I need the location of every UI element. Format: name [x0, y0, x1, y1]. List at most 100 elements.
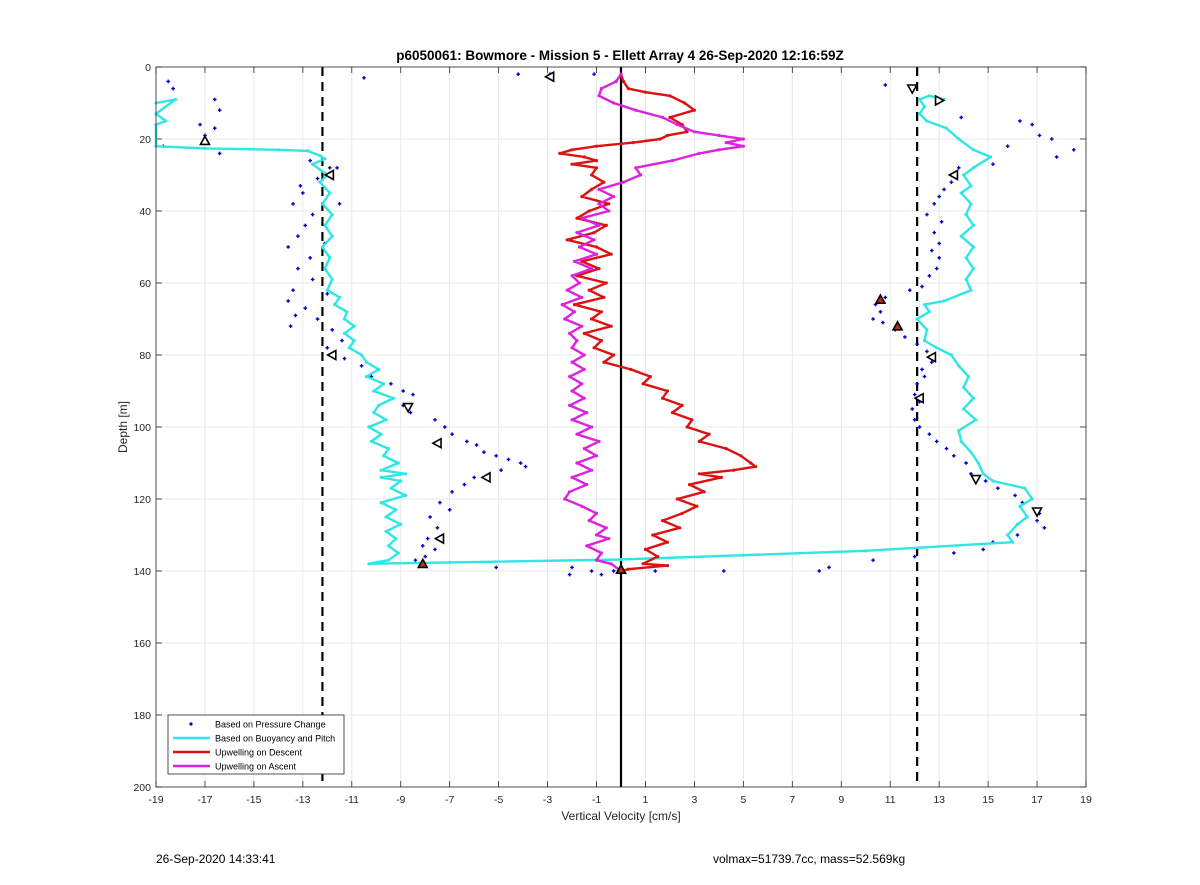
- series-vertex: [925, 119, 929, 123]
- series-vertex: [680, 403, 684, 407]
- series-vertex: [607, 537, 611, 541]
- series-vertex: [582, 367, 586, 371]
- series-vertex: [276, 148, 280, 152]
- series-vertex: [342, 331, 347, 335]
- series-vertex: [739, 454, 743, 458]
- velocity-depth-chart: p6050061: Bowmore - Mission 5 - Ellett A…: [116, 48, 1092, 823]
- series-vertex: [922, 339, 927, 343]
- pressure-change-point: [433, 547, 437, 552]
- series-vertex: [568, 375, 572, 379]
- pressure-change-point: [1049, 137, 1054, 141]
- pressure-change-point: [1035, 518, 1039, 523]
- pressure-change-point: [1005, 144, 1010, 148]
- series-vertex: [369, 439, 373, 443]
- series-vertex: [1006, 533, 1010, 537]
- pressure-change-point: [217, 108, 222, 112]
- series-vertex: [594, 454, 599, 458]
- series-vertex: [609, 324, 613, 328]
- pressure-change-point: [335, 166, 339, 170]
- series-layer: [154, 67, 1076, 787]
- series-vertex: [594, 511, 599, 515]
- series-vertex: [670, 411, 674, 415]
- series-vertex: [580, 195, 584, 199]
- x-tick-label: -3: [543, 794, 552, 806]
- series-vertex: [404, 493, 408, 497]
- series-vertex: [342, 317, 347, 321]
- pressure-change-point: [291, 202, 295, 206]
- series-vertex: [318, 153, 322, 158]
- series-line-based-on-buoyancy-and-pitch: [154, 94, 1034, 565]
- pressure-change-point: [937, 194, 941, 199]
- pressure-change-point: [401, 389, 405, 393]
- pressure-change-point: [721, 569, 726, 573]
- profile-marker-triangle-down: [1031, 507, 1043, 518]
- series-vertex: [675, 123, 679, 127]
- series-vertex: [959, 439, 963, 443]
- x-tick-label: 13: [933, 794, 945, 806]
- series-vertex: [587, 519, 591, 523]
- series-vertex: [597, 267, 601, 271]
- y-tick-label: 40: [139, 206, 151, 218]
- series-vertex: [602, 180, 606, 184]
- series-vertex: [1010, 540, 1015, 544]
- x-tick-label: 9: [838, 794, 844, 806]
- pressure-change-point: [920, 367, 924, 372]
- pressure-change-point: [1042, 526, 1047, 530]
- series-vertex: [749, 461, 753, 465]
- profile-marker-triangle-up: [416, 557, 429, 569]
- series-vertex: [582, 353, 586, 357]
- pressure-change-point: [433, 418, 437, 422]
- series-vertex: [957, 137, 961, 141]
- series-vertex: [935, 346, 939, 350]
- profile-marker-triangle-up: [199, 134, 211, 146]
- series-vertex: [580, 216, 584, 220]
- pressure-change-point: [217, 151, 222, 156]
- x-tick-label: -17: [197, 794, 212, 806]
- series-vertex: [974, 418, 978, 422]
- series-vertex: [991, 479, 995, 483]
- pressure-change-point: [589, 569, 594, 573]
- y-tick-label: 200: [133, 782, 151, 794]
- pressure-change-point: [315, 317, 320, 321]
- pressure-change-point: [288, 324, 293, 328]
- series-vertex: [641, 382, 645, 386]
- pressure-change-point: [592, 72, 596, 76]
- y-tick-label: 20: [139, 134, 151, 146]
- x-tick-label: -19: [148, 794, 163, 806]
- pressure-change-point: [298, 184, 303, 188]
- x-tick-label: 11: [885, 794, 896, 806]
- series-vertex: [570, 274, 574, 278]
- series-vertex: [599, 87, 604, 91]
- series-vertex: [386, 558, 391, 562]
- x-tick-label: 7: [789, 794, 795, 806]
- series-vertex: [683, 101, 687, 105]
- y-tick-label: 160: [133, 638, 151, 650]
- legend-swatch: [189, 722, 193, 726]
- pressure-change-point: [296, 266, 300, 271]
- series-vertex: [570, 162, 574, 166]
- series-vertex: [320, 202, 325, 206]
- series-vertex: [697, 472, 701, 476]
- series-vertex: [592, 238, 596, 242]
- series-vertex: [364, 375, 369, 379]
- pressure-change-point: [915, 382, 919, 386]
- plot-frame: [155, 66, 1087, 788]
- series-vertex: [634, 166, 638, 170]
- pressure-change-point: [325, 346, 330, 350]
- pressure-change-point: [494, 565, 498, 570]
- pressure-change-point: [303, 223, 308, 228]
- series-vertex: [944, 126, 949, 130]
- series-vertex: [364, 360, 369, 364]
- chart-title: p6050061: Bowmore - Mission 5 - Ellett A…: [396, 48, 843, 63]
- series-vertex: [568, 490, 572, 494]
- pressure-change-point: [523, 464, 528, 469]
- series-vertex: [597, 187, 601, 191]
- series-vertex: [379, 468, 383, 472]
- pressure-change-point: [956, 166, 961, 170]
- series-vertex: [377, 367, 381, 371]
- series-vertex: [619, 557, 623, 562]
- pressure-change-point: [166, 79, 171, 84]
- series-vertex: [570, 475, 574, 479]
- pressure-change-point: [983, 479, 988, 483]
- pressure-change-point: [296, 234, 300, 238]
